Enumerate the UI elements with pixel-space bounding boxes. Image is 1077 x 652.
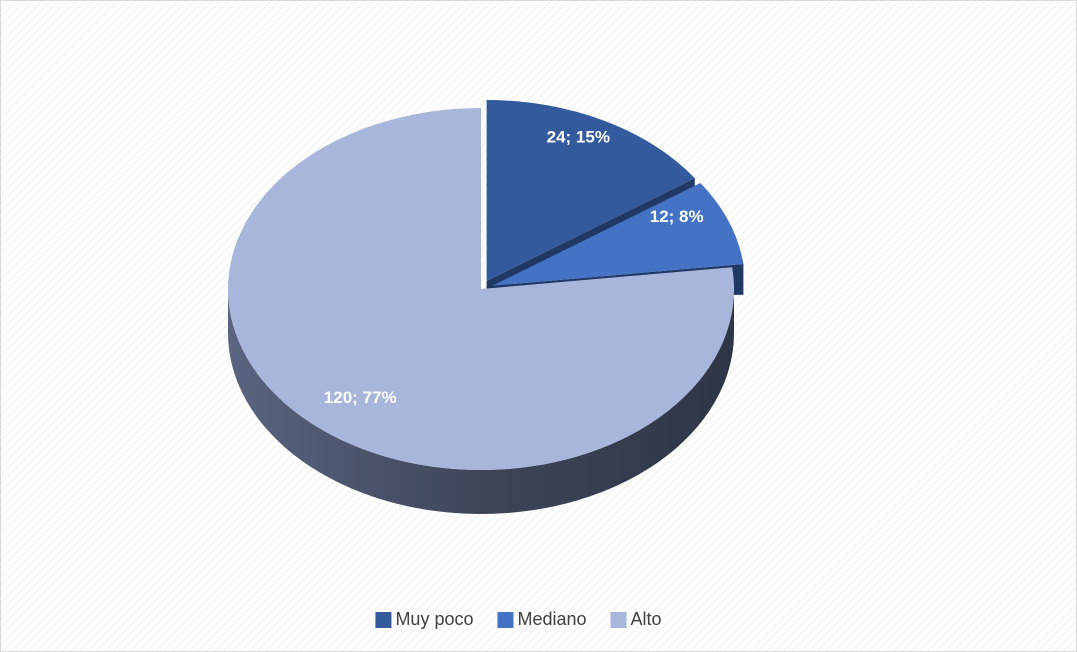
data-label: 12; 8% xyxy=(650,207,704,226)
legend-swatch xyxy=(610,612,627,628)
legend-label: Alto xyxy=(631,609,662,629)
legend-swatch xyxy=(497,612,514,628)
legend: Muy poco Mediano Alto xyxy=(375,609,662,629)
legend-label: Mediano xyxy=(517,609,586,629)
legend-label: Muy poco xyxy=(395,609,473,629)
pie: 24; 15% 12; 8% 120; 77% xyxy=(228,100,744,514)
slice xyxy=(492,183,744,286)
legend-swatch xyxy=(375,612,392,628)
slice xyxy=(228,108,735,471)
data-label: 24; 15% xyxy=(547,127,610,146)
slice xyxy=(486,100,695,281)
slice-side xyxy=(228,289,734,514)
data-label: 120; 77% xyxy=(324,388,397,407)
